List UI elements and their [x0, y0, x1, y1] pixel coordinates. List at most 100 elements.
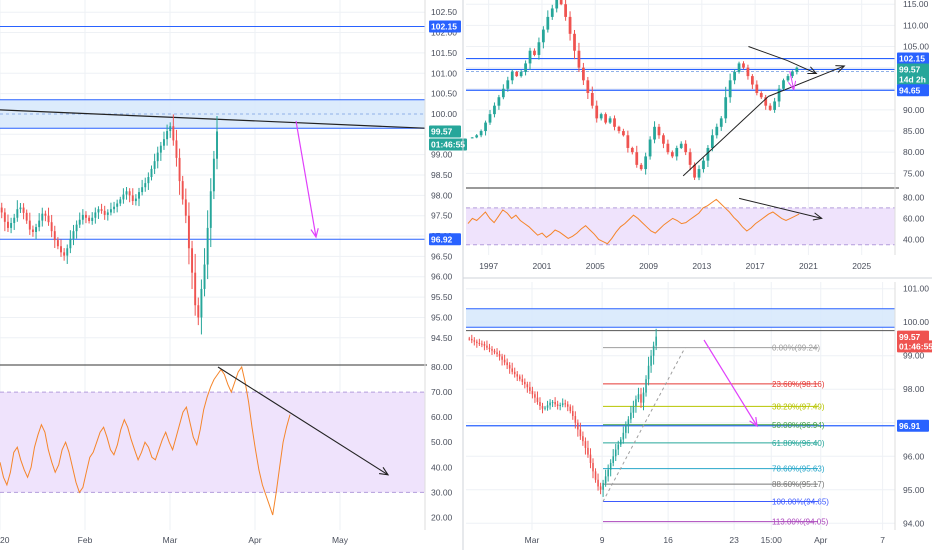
candle-body: [706, 147, 710, 161]
price-tag-text: 99.57: [431, 127, 453, 137]
candle: [613, 115, 616, 131]
candle-body: [153, 161, 156, 169]
price-tag-text: 102.15: [431, 22, 457, 32]
candle: [607, 464, 609, 482]
candle-body: [141, 187, 144, 193]
y-tick-label: 102.50: [431, 7, 457, 17]
candle: [175, 129, 178, 167]
candle: [630, 146, 634, 155]
fib-diagonal: [602, 347, 686, 502]
candle: [468, 336, 471, 341]
candle: [589, 448, 592, 469]
price-tag: 102.15: [897, 52, 929, 65]
candle-body: [122, 194, 125, 200]
candle-body: [630, 412, 632, 420]
candle: [496, 348, 498, 357]
rsi-y-tick-label: 40.00: [431, 462, 453, 472]
candle-body: [144, 183, 147, 188]
candle-body: [78, 219, 81, 225]
candle-body: [764, 97, 768, 106]
candle-body: [607, 469, 609, 477]
candle-body: [31, 229, 34, 232]
candle: [35, 223, 38, 240]
candle: [470, 137, 474, 139]
candle: [78, 212, 81, 228]
candle: [675, 145, 679, 161]
candle-body: [473, 340, 476, 342]
candle-body: [94, 212, 97, 218]
candle: [609, 459, 612, 477]
candle-body: [501, 356, 503, 360]
candle-body: [515, 71, 519, 77]
trend-line: [748, 46, 788, 61]
candle: [625, 421, 627, 439]
bottom-right-panel[interactable]: 94.0095.0096.0097.0098.0099.00100.00101.…: [466, 282, 932, 545]
magenta-down-arrow: [295, 120, 319, 239]
price-tag-text: 01:46:55: [431, 140, 465, 150]
black-trend-arrow: [768, 65, 846, 97]
candle: [483, 341, 486, 351]
candle-body: [693, 164, 696, 178]
candle: [653, 121, 656, 144]
trend-line: [0, 109, 426, 129]
candle: [506, 358, 508, 370]
candle-body: [159, 145, 162, 153]
candle-body: [497, 97, 501, 106]
candle-body: [612, 456, 614, 463]
price-tag: 96.91: [897, 419, 929, 432]
candle: [486, 340, 488, 350]
candle: [597, 473, 599, 491]
candle-body: [0, 207, 3, 213]
left-panel[interactable]: 94.5095.0095.5096.0096.5097.0097.5098.00…: [0, 0, 467, 545]
y-tick-label: 102.00: [431, 28, 457, 38]
y-tick-label: 97.50: [431, 211, 453, 221]
candle: [637, 387, 640, 403]
candle: [3, 208, 6, 232]
candle-body: [647, 365, 650, 380]
candle-body: [206, 227, 209, 265]
candle: [577, 42, 581, 73]
y-tick-label: 96.00: [431, 272, 453, 282]
candle: [91, 212, 94, 225]
candle: [106, 209, 109, 221]
candle: [497, 94, 501, 110]
candle-body: [47, 215, 50, 223]
candle: [524, 60, 527, 76]
candle-body: [650, 355, 652, 366]
candle: [501, 84, 505, 100]
candle: [138, 187, 140, 207]
fib-level-label: 61.80%(96.40): [772, 439, 825, 448]
candle-body: [22, 207, 25, 213]
candle: [759, 91, 763, 100]
price-tag-bg: [897, 340, 932, 353]
candle: [481, 340, 483, 348]
y-tick-label: 110.00: [903, 20, 929, 30]
candle: [584, 437, 587, 455]
top-right-panel[interactable]: 75.0080.0085.0090.0095.00100.00105.00110…: [466, 0, 929, 271]
candle-body: [184, 199, 187, 216]
candle-body: [592, 462, 594, 472]
candle-body: [501, 88, 505, 98]
candle: [69, 230, 72, 254]
price-tag: 01:46:55: [897, 340, 932, 353]
candle-body: [590, 93, 594, 106]
candle-body: [197, 305, 200, 318]
candle-body: [733, 71, 736, 81]
candle: [72, 224, 75, 246]
candle: [484, 120, 487, 136]
x-tick-label: Feb: [78, 535, 93, 545]
candle: [537, 37, 541, 60]
candle-body: [513, 371, 516, 375]
candle-body: [147, 177, 150, 184]
candle: [617, 125, 621, 134]
candle-body: [594, 471, 597, 480]
x-tick-label: 2025: [852, 261, 871, 271]
fib-level-label: 113.00%(94.05): [772, 518, 829, 527]
candle: [719, 116, 723, 131]
candle: [648, 136, 652, 160]
candle: [737, 61, 741, 74]
arrow-shaft: [768, 65, 845, 97]
candle: [7, 214, 9, 232]
